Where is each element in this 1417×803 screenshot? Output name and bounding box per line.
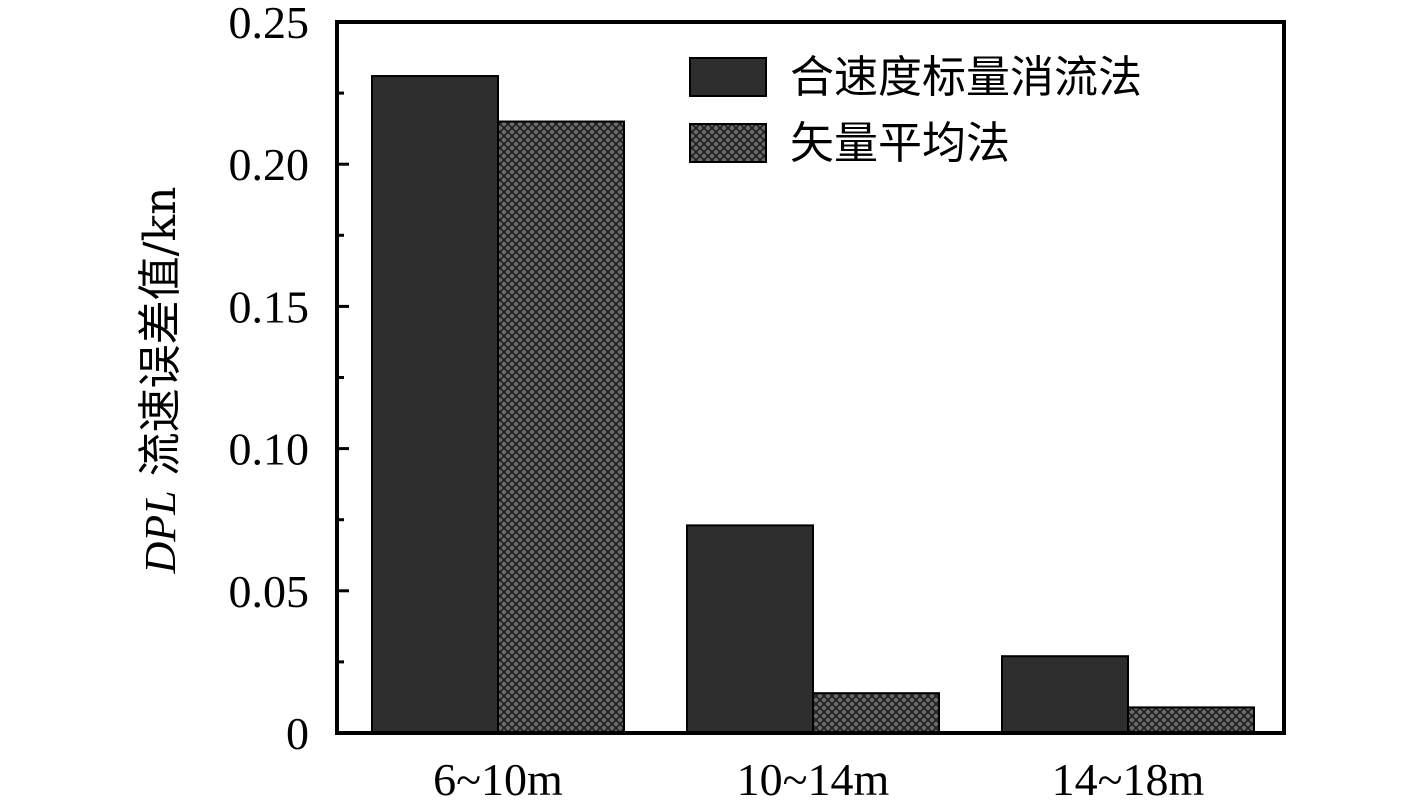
bar-series1-3	[1001, 655, 1129, 734]
x-tick-label: 6~10m	[433, 754, 563, 803]
bar-series2-1	[497, 120, 625, 735]
bar-series1-2	[686, 524, 814, 734]
y-tick-label: 0.25	[229, 0, 310, 48]
legend-label: 矢量平均法	[790, 118, 1010, 169]
y-axis-label-prefix: DPL	[136, 490, 185, 574]
x-tick-label: 10~14m	[737, 754, 890, 803]
legend-label: 合速度标量消流法	[790, 52, 1142, 103]
x-axis-tick-labels: 6~10m 10~14m 14~18m	[433, 754, 1204, 803]
legend-swatch	[689, 123, 767, 163]
y-tick-label: 0.15	[229, 281, 310, 332]
bar-series2-3	[1127, 706, 1255, 734]
y-axis-ticks: 0 0.05 0.10 0.15 0.20 0.25	[229, 0, 349, 759]
bar-series1-1	[371, 75, 499, 734]
x-tick-label: 14~18m	[1052, 754, 1205, 803]
bars-group	[371, 75, 1255, 735]
y-tick-label: 0.05	[229, 566, 310, 617]
y-axis-label: DPL 流速误差值/kn	[135, 187, 186, 575]
y-axis-label-rest: 流速误差值/kn	[135, 187, 186, 491]
y-tick-label: 0	[286, 708, 309, 759]
y-tick-label: 0.20	[229, 139, 310, 190]
bar-series2-2	[812, 692, 940, 735]
y-tick-label: 0.10	[229, 424, 310, 475]
legend-swatch	[689, 57, 767, 97]
